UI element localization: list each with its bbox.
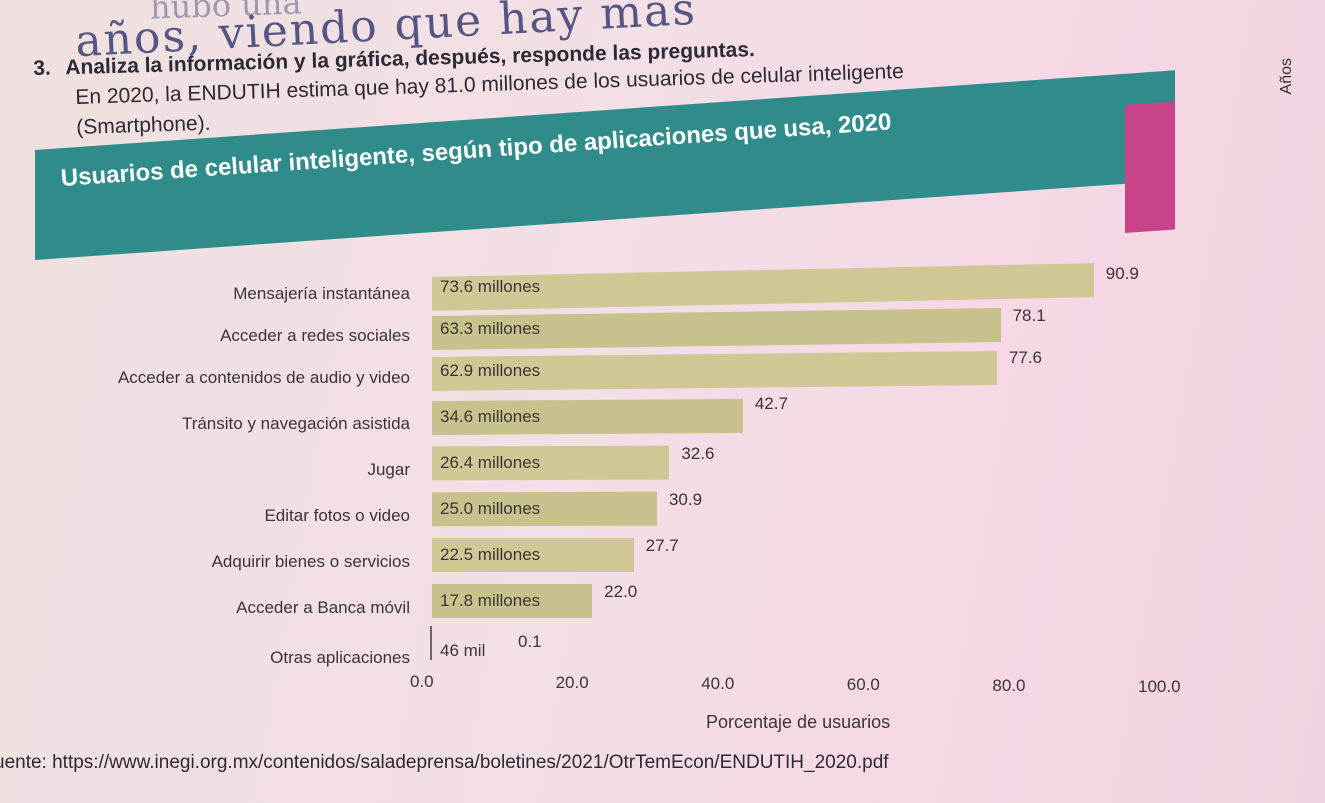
bar (432, 584, 593, 618)
bar-users-label: 73.6 millones (440, 277, 541, 296)
bar-users-label: 62.9 millones (440, 361, 541, 380)
category-label: Editar fotos o video (264, 506, 410, 525)
category-label: Acceder a Banca móvil (236, 598, 410, 617)
bar-users-label: 17.8 millones (440, 591, 541, 610)
bar-users-label: 63.3 millones (440, 319, 541, 338)
bar-value-label: 78.1 (1012, 306, 1046, 325)
x-axis-label: Porcentaje de usuarios (706, 712, 891, 732)
bar-value-label: 22.0 (604, 582, 638, 601)
bar-value-label: 77.6 (1008, 348, 1043, 367)
bar-users-label: 26.4 millones (440, 453, 541, 472)
category-label: Mensajería instantánea (233, 284, 410, 303)
x-tick-label: 40.0 (701, 674, 735, 693)
category-label: Jugar (367, 460, 410, 479)
category-label: Otras aplicaciones (270, 648, 410, 667)
x-tick-label: 80.0 (992, 676, 1026, 695)
category-label: Tránsito y navegación asistida (181, 414, 410, 433)
bar-value-label: 27.7 (645, 536, 679, 555)
category-label: Adquirir bienes o servicios (211, 552, 410, 571)
bar-users-label: 25.0 millones (440, 499, 541, 518)
bar-value-label: 32.6 (681, 444, 715, 463)
x-tick-label: 20.0 (555, 673, 589, 692)
source-citation: uente: https://www.inegi.org.mx/contenid… (0, 752, 889, 773)
zero-baseline (430, 626, 432, 660)
bar-users-label: 34.6 millones (440, 407, 541, 426)
bar-value-label: 30.9 (668, 490, 703, 509)
bar-users-label: 22.5 millones (440, 545, 541, 564)
category-label: Acceder a contenidos de audio y video (117, 368, 410, 387)
bar-value-label: 42.7 (754, 394, 788, 413)
category-label: Acceder a redes sociales (220, 326, 410, 345)
bar-value-label: 0.1 (518, 632, 542, 651)
x-tick-label: 60.0 (846, 675, 880, 694)
x-tick-label: 100.0 (1138, 677, 1181, 696)
bar (432, 538, 634, 572)
bar-users-label: 46 mil (440, 641, 486, 660)
bar-value-label: 90.9 (1105, 264, 1139, 283)
x-tick-label: 0.0 (410, 672, 434, 691)
